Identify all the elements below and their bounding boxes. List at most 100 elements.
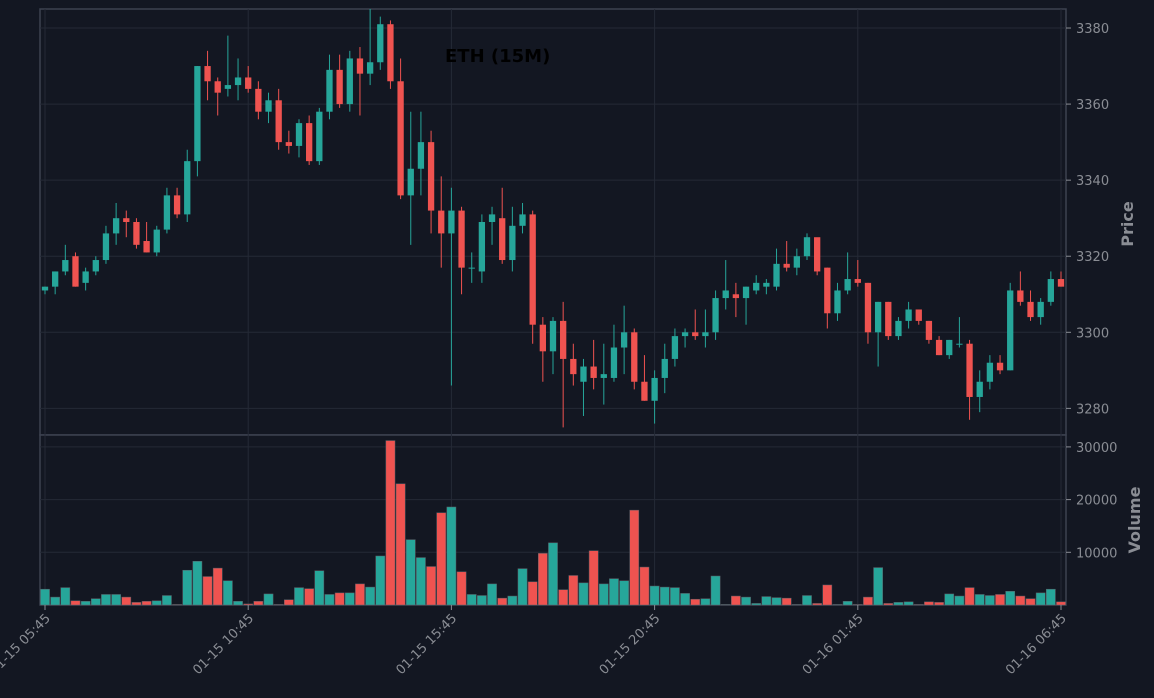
candle-body	[935, 339, 943, 356]
volume-bar	[1056, 601, 1066, 606]
volume-bar	[263, 593, 274, 606]
candle-body	[204, 66, 211, 82]
candle-body	[814, 237, 821, 272]
candle-body	[499, 218, 506, 261]
volume-bar	[233, 601, 243, 606]
candle-body	[692, 332, 699, 337]
candles	[41, 9, 1065, 428]
candle-body	[702, 332, 709, 337]
candle-body	[509, 225, 516, 261]
volume-bar	[527, 581, 538, 606]
price-tick-label: 3380	[1076, 22, 1109, 37]
x-tick-label: 01-15 20:45	[597, 611, 664, 678]
candle-body	[316, 111, 323, 162]
candle-body	[1027, 301, 1034, 318]
candle-body	[387, 24, 394, 82]
candle-body	[163, 195, 171, 230]
volume-bar	[497, 597, 508, 606]
volume-bar	[355, 583, 365, 606]
candle-body	[600, 374, 607, 378]
candle-body	[112, 218, 120, 234]
candle-body	[326, 69, 333, 112]
volume-bar	[507, 595, 518, 606]
volume-bar	[436, 512, 447, 606]
volume-bar	[954, 595, 965, 606]
volume-bar	[304, 588, 314, 606]
volume-bar	[487, 583, 497, 606]
volume-bar	[893, 602, 904, 606]
volume-bar	[314, 570, 325, 606]
candle-body	[234, 77, 242, 86]
volume-bar	[670, 587, 680, 606]
volume-bar	[365, 586, 375, 606]
volume-bar	[720, 604, 731, 606]
candle-body	[102, 233, 110, 261]
candle-body	[925, 320, 933, 340]
volume-bar	[416, 557, 426, 606]
candle-body	[844, 279, 851, 291]
candle-body	[92, 260, 99, 272]
volume-bar	[334, 592, 345, 606]
chart-title: ETH (15M)	[445, 46, 550, 67]
volume-bar	[771, 597, 782, 606]
volume-bar	[50, 596, 60, 606]
candle-body	[173, 195, 181, 215]
x-tick-label: 01-15 10:45	[190, 611, 257, 678]
candle-body	[255, 88, 262, 112]
candle-body	[976, 381, 983, 397]
candle-body	[295, 123, 303, 146]
volume-bar	[101, 594, 111, 606]
volume-bar	[1015, 595, 1026, 606]
candle-body	[82, 271, 89, 283]
candle-body	[377, 24, 384, 63]
candle-body	[285, 142, 292, 146]
candle-body	[438, 210, 445, 234]
candle-body	[519, 214, 526, 226]
candle-body	[306, 123, 313, 162]
volume-bar	[629, 509, 640, 606]
candle-body	[549, 320, 557, 352]
candle-body	[803, 237, 811, 257]
candle-body	[1047, 279, 1054, 302]
candle-body	[610, 347, 618, 378]
candle-body	[956, 343, 963, 345]
x-tick-label: 01-16 01:45	[800, 611, 867, 678]
volume-bar	[802, 595, 812, 606]
volume-bar	[995, 594, 1005, 606]
volume-bar	[294, 587, 304, 606]
candle-body	[742, 286, 750, 299]
volume-bar	[924, 601, 934, 606]
volume-bar	[395, 483, 406, 606]
volume-bar	[172, 604, 182, 606]
candle-body	[1007, 290, 1014, 371]
candle-body	[651, 377, 658, 401]
candle-body	[529, 214, 536, 325]
volume-bar	[344, 592, 355, 606]
price-tick-label: 3280	[1076, 402, 1109, 417]
volume-bar	[852, 604, 863, 606]
volume-bar	[60, 587, 71, 606]
candle-body	[793, 256, 800, 268]
candle-body	[346, 58, 353, 105]
volume-bar	[1005, 591, 1016, 606]
volume-bar	[131, 602, 142, 606]
candle-body	[1037, 301, 1044, 318]
volume-bar	[223, 580, 233, 606]
x-tick-label: 01-16 06:45	[1003, 611, 1070, 678]
volume-bar	[751, 603, 762, 606]
candle-body	[265, 100, 272, 112]
volume-bar	[40, 588, 50, 606]
candle-body	[580, 366, 587, 382]
volume-bar	[456, 571, 467, 606]
candle-body	[915, 309, 922, 321]
volume-bar	[1046, 588, 1056, 606]
candle-body	[570, 358, 577, 375]
volume-bar	[284, 599, 294, 606]
volume-bar	[141, 601, 152, 606]
volume-bar	[162, 595, 172, 606]
candle-body	[417, 142, 425, 169]
volume-tick-label: 30000	[1076, 441, 1117, 456]
candle-body	[783, 263, 790, 268]
